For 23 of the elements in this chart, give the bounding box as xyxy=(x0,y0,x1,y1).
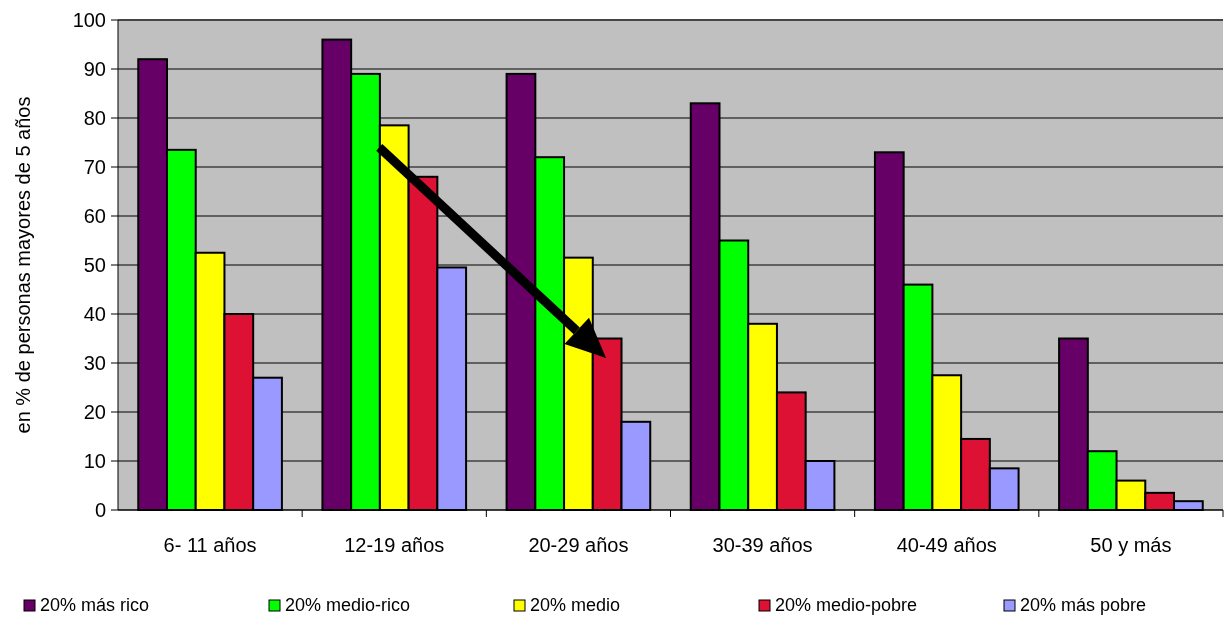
y-axis-title: en % de personas mayores de 5 años xyxy=(12,96,34,434)
legend-label: 20% medio xyxy=(530,595,621,616)
x-tick-label: 40-49 años xyxy=(896,534,997,556)
legend-label: 20% medio-pobre xyxy=(775,595,918,616)
y-tick-label: 10 xyxy=(83,450,106,472)
legend-label: 20% más rico xyxy=(40,595,150,616)
y-tick-label: 20 xyxy=(83,401,106,423)
y-tick-label: 40 xyxy=(83,303,106,325)
legend-label: 20% más pobre xyxy=(1020,595,1147,616)
y-tick-label: 60 xyxy=(83,205,106,227)
y-tick-label: 0 xyxy=(94,499,106,521)
y-tick-label: 70 xyxy=(83,156,106,178)
x-tick-label: 20-29 años xyxy=(528,534,629,556)
y-tick-label: 50 xyxy=(83,254,106,276)
y-tick-label: 100 xyxy=(72,9,106,31)
y-tick-label: 30 xyxy=(83,352,106,374)
x-tick-label: 12-19 años xyxy=(344,534,445,556)
x-tick-label: 50 y más xyxy=(1090,534,1172,556)
y-tick-label: 90 xyxy=(83,58,106,80)
x-tick-label: 6- 11 años xyxy=(163,534,257,556)
x-tick-label: 30-39 años xyxy=(712,534,813,556)
legend-label: 20% medio-rico xyxy=(285,595,411,616)
y-tick-label: 80 xyxy=(83,107,106,129)
